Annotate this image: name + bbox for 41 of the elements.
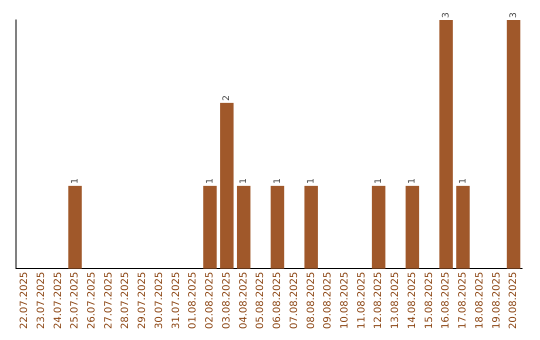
x-tick-label: 31.07.2025 — [170, 272, 182, 330]
x-tick-label: 11.08.2025 — [356, 272, 368, 330]
x-tick-label: 03.08.2025 — [221, 272, 232, 330]
data-label: 2 — [222, 95, 232, 101]
x-tick-label: 17.08.2025 — [458, 272, 469, 330]
x-tick-label: 25.07.2025 — [70, 272, 81, 330]
x-tick-label: 19.08.2025 — [491, 272, 502, 330]
data-label: 1 — [306, 178, 317, 184]
x-tick-label: 01.08.2025 — [188, 272, 199, 330]
data-label: 3 — [441, 12, 452, 18]
x-tick-label: 08.08.2025 — [306, 272, 317, 330]
x-tick-label: 22.07.2025 — [19, 272, 30, 330]
x-tick-label: 10.08.2025 — [339, 272, 350, 330]
x-tick-label: 12.08.2025 — [373, 272, 384, 330]
x-tick-label: 27.07.2025 — [103, 272, 114, 330]
x-tick-label: 14.08.2025 — [406, 272, 418, 330]
x-tick-label: 26.07.2025 — [86, 272, 98, 330]
x-tick-label: 13.08.2025 — [390, 272, 402, 330]
x-tick-label: 16.08.2025 — [440, 272, 452, 330]
data-label: 1 — [374, 178, 384, 184]
data-label: 1 — [272, 178, 283, 184]
x-tick-label: 28.07.2025 — [120, 272, 132, 330]
data-label: 1 — [205, 178, 216, 184]
x-tick-label: 04.08.2025 — [238, 272, 250, 330]
x-tick-label: 30.07.2025 — [154, 272, 165, 330]
x-tick-label: 24.07.2025 — [52, 272, 64, 330]
x-tick-label: 20.08.2025 — [508, 272, 520, 330]
data-label: 3 — [508, 12, 519, 18]
x-tick-label: 05.08.2025 — [255, 272, 266, 330]
x-tick-label: 06.08.2025 — [272, 272, 284, 330]
x-tick-label: 23.07.2025 — [36, 272, 47, 330]
data-label: 1 — [408, 178, 418, 184]
x-tick-label: 18.08.2025 — [474, 272, 486, 330]
data-label: 1 — [70, 178, 80, 184]
x-tick-label: 02.08.2025 — [204, 272, 216, 330]
x-tick-label: 15.08.2025 — [424, 272, 435, 330]
data-label: 1 — [239, 178, 250, 184]
x-tick-label: 07.08.2025 — [288, 272, 300, 330]
x-tick-label: 09.08.2025 — [322, 272, 334, 330]
data-label: 1 — [458, 178, 468, 184]
x-tick-label: 29.07.2025 — [137, 272, 148, 330]
